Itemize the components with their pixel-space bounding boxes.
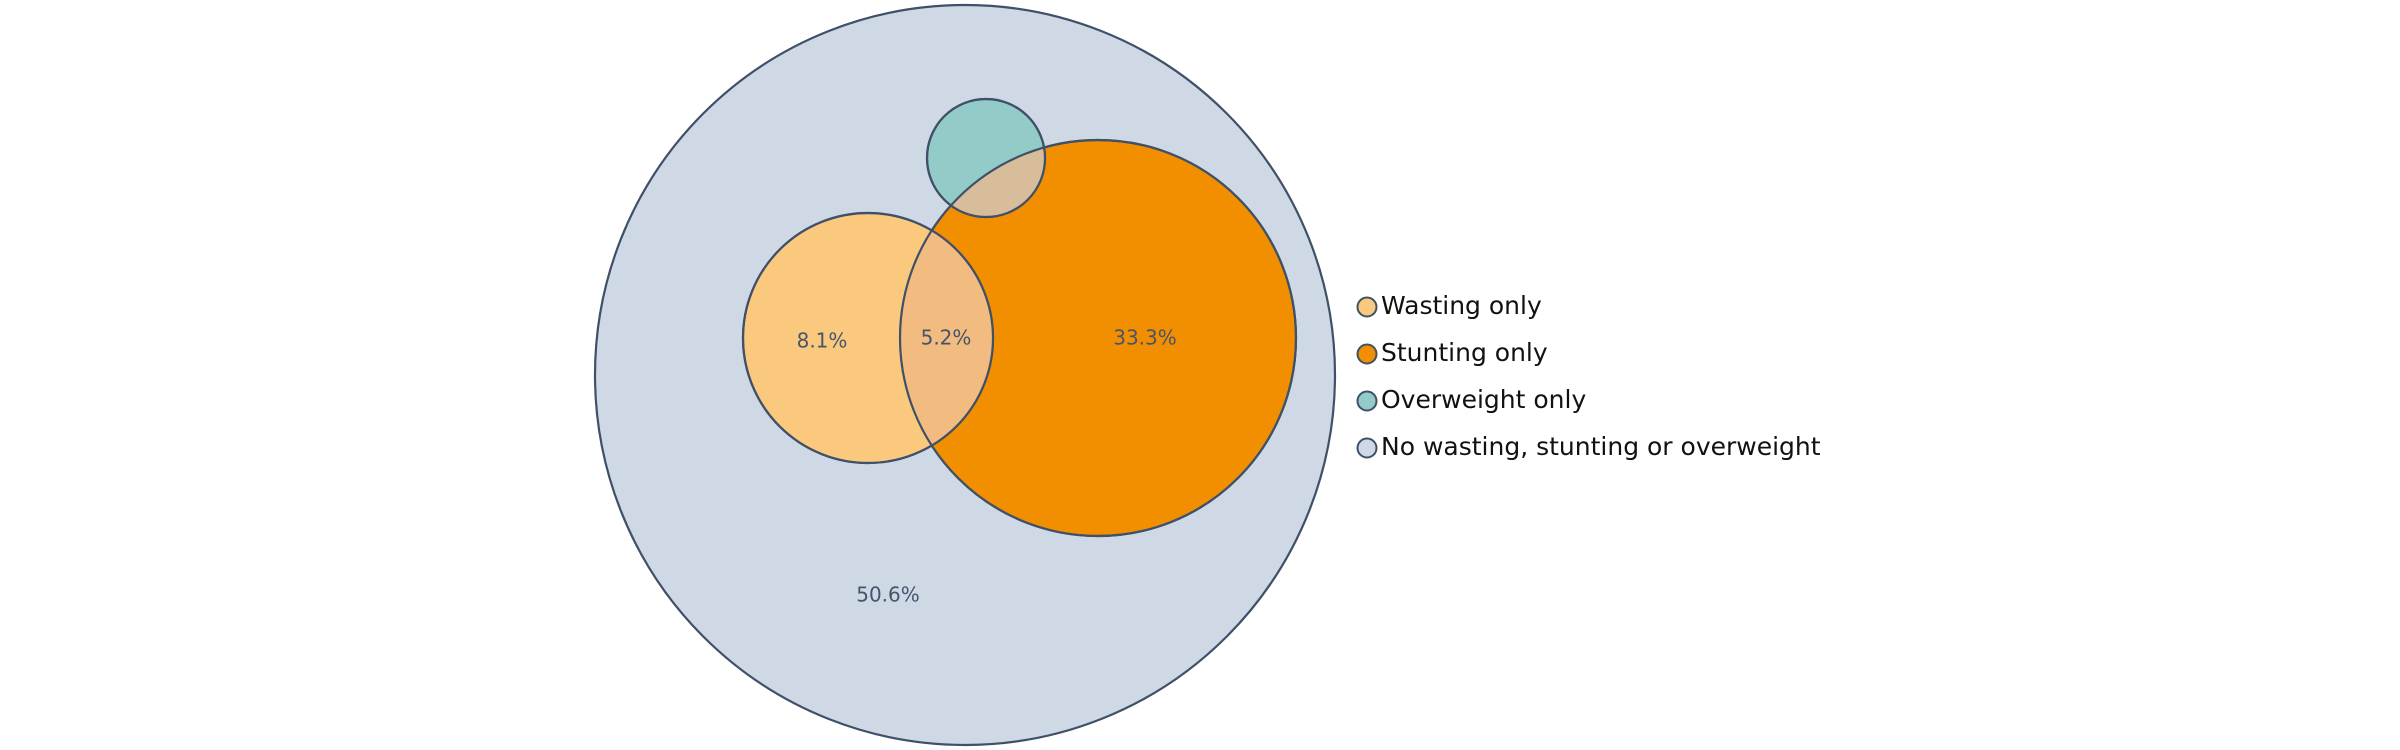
overlap-wasting-stunting xyxy=(900,213,993,463)
region-label-none: 50.6% xyxy=(856,583,920,607)
legend-label-overweight: Overweight only xyxy=(1381,385,1586,414)
region-label-wasting-stunting: 5.2% xyxy=(921,326,972,350)
legend-marker-stunting xyxy=(1356,343,1378,365)
legend-marker-none xyxy=(1356,437,1378,459)
legend-marker-wasting xyxy=(1356,296,1378,318)
legend-marker-overweight xyxy=(1356,390,1378,412)
legend-item-none: No wasting, stunting or overweight xyxy=(1356,432,1821,461)
legend-label-stunting: Stunting only xyxy=(1381,338,1548,367)
circle-outline-stunting xyxy=(898,138,1298,538)
region-label-wasting: 8.1% xyxy=(797,329,848,353)
circle-outline-overweight xyxy=(925,97,1047,219)
legend-item-wasting: Wasting only xyxy=(1356,291,1542,320)
circle-outline-wasting xyxy=(741,211,995,465)
legend-label-wasting: Wasting only xyxy=(1381,291,1542,320)
legend-item-stunting: Stunting only xyxy=(1356,338,1548,367)
legend-label-none: No wasting, stunting or overweight xyxy=(1381,432,1821,461)
region-label-stunting: 33.3% xyxy=(1113,326,1177,350)
legend-item-overweight: Overweight only xyxy=(1356,385,1586,414)
